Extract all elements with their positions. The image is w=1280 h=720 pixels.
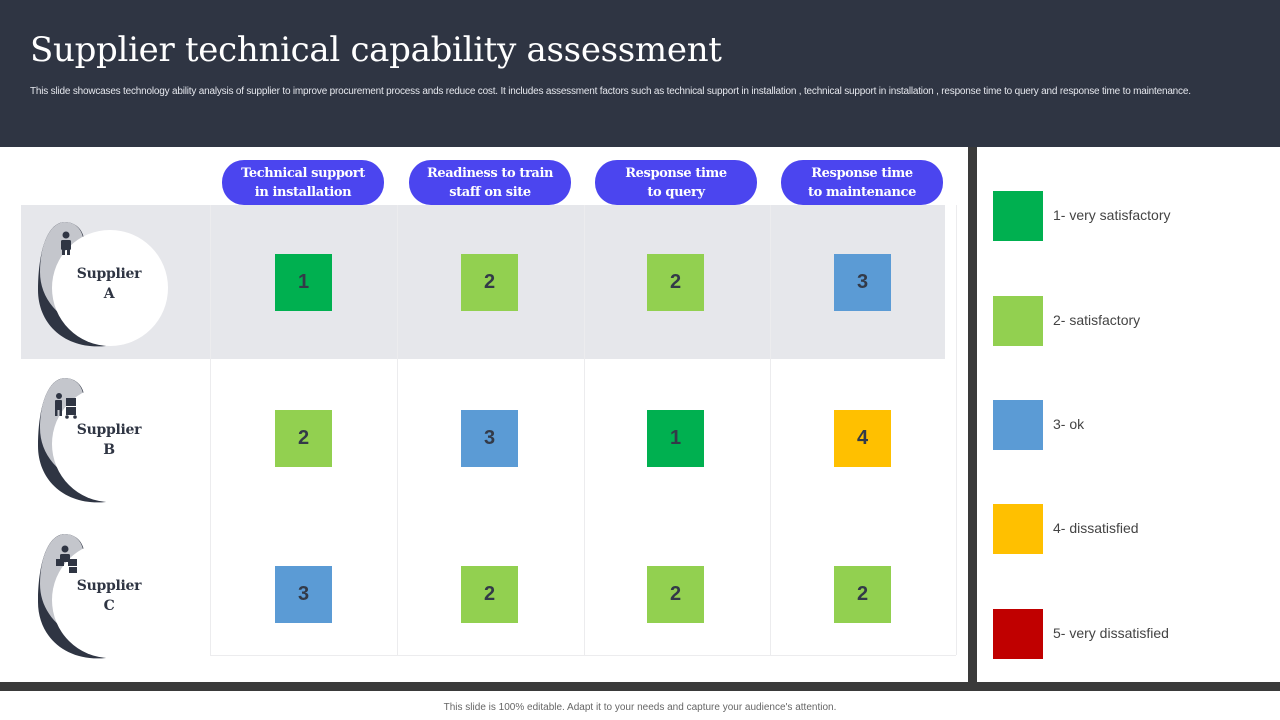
legend-label: 1- very satisfactory <box>1053 207 1171 223</box>
supplier-b-badge: Supplier B <box>38 376 170 506</box>
legend-swatch <box>993 400 1043 450</box>
score-cell: 2 <box>834 566 891 623</box>
grid-line <box>210 655 956 656</box>
person-icon <box>61 231 71 255</box>
score-cell: 3 <box>834 254 891 311</box>
bottom-divider <box>0 682 1280 691</box>
grid-line <box>956 205 957 655</box>
delivery-person-icon <box>55 393 77 419</box>
header-banner: Supplier technical capability assessment… <box>0 0 1280 147</box>
score-cell: 1 <box>647 410 704 467</box>
score-cell: 4 <box>834 410 891 467</box>
legend-label: 5- very dissatisfied <box>1053 625 1169 641</box>
grid-line <box>770 205 771 655</box>
supplier-c-badge: Supplier C <box>38 532 170 662</box>
score-cell: 2 <box>461 566 518 623</box>
supplier-c-label: Supplier C <box>76 578 142 614</box>
legend-label: 3- ok <box>1053 416 1085 432</box>
legend-swatch <box>993 296 1043 346</box>
footer-note: This slide is 100% editable. Adapt it to… <box>443 702 837 713</box>
grid-line <box>397 205 398 655</box>
score-cell: 2 <box>647 566 704 623</box>
column-header-response-to-maintenance: Response time to maintenance <box>781 160 943 205</box>
supplier-a-badge: Supplier A <box>38 220 170 350</box>
score-cell: 2 <box>461 254 518 311</box>
score-cell: 1 <box>275 254 332 311</box>
score-cell: 2 <box>647 254 704 311</box>
legend-label: 4- dissatisfied <box>1053 520 1139 536</box>
score-cell: 2 <box>275 410 332 467</box>
legend-label: 2- satisfactory <box>1053 312 1141 328</box>
column-header-technical-support: Technical support in installation <box>222 160 384 205</box>
legend-swatch <box>993 191 1043 241</box>
column-header-readiness-to-train: Readiness to train staff on site <box>409 160 571 205</box>
score-cell: 3 <box>461 410 518 467</box>
grid-line <box>210 205 211 655</box>
supplier-b-label: Supplier B <box>76 422 142 458</box>
vertical-divider <box>968 147 977 683</box>
page-subtitle: This slide showcases technology ability … <box>30 86 1191 97</box>
person-with-boxes-icon <box>56 545 77 573</box>
legend-swatch <box>993 609 1043 659</box>
score-cell: 3 <box>275 566 332 623</box>
page-title: Supplier technical capability assessment <box>30 30 722 70</box>
legend-swatch <box>993 504 1043 554</box>
supplier-a-label: Supplier A <box>76 266 142 302</box>
grid-line <box>584 205 585 655</box>
column-header-response-to-query: Response time to query <box>595 160 757 205</box>
